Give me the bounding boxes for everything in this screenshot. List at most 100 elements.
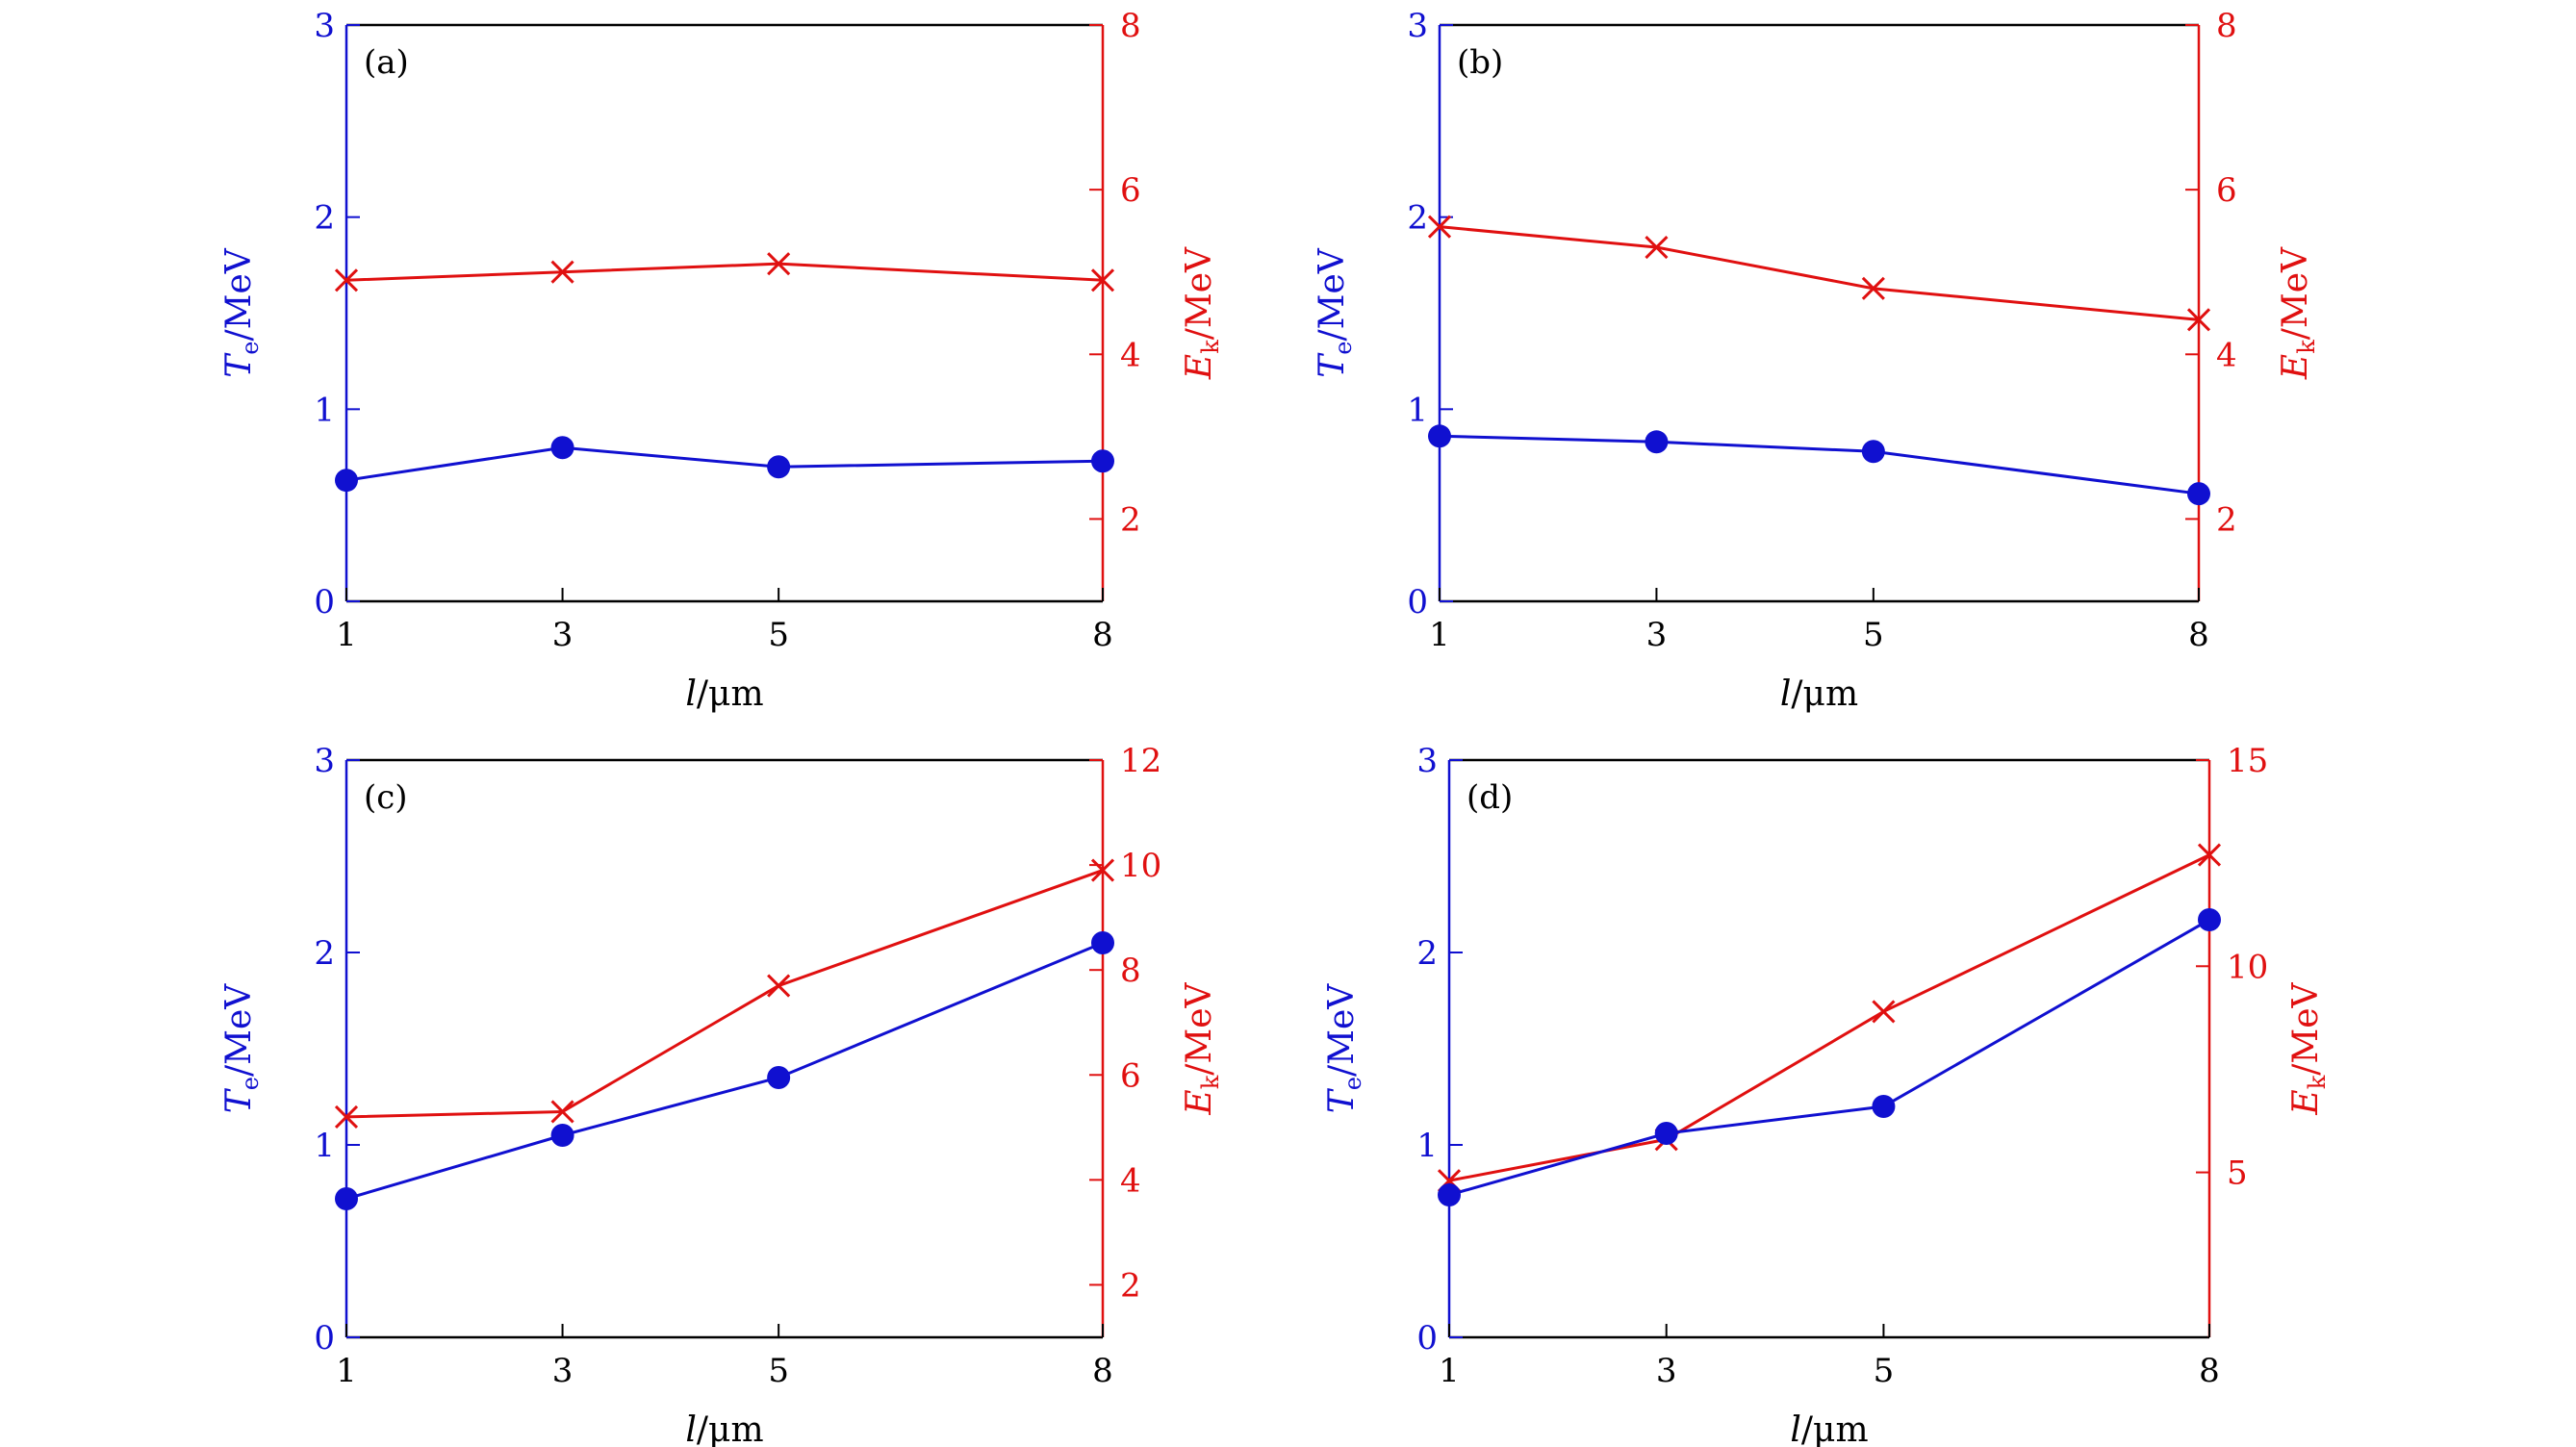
right-y-tick-label: 6 (1120, 171, 1141, 210)
series-line-te (345, 941, 1104, 1201)
data-point-te (335, 469, 358, 493)
right-y-tick-label: 15 (2227, 742, 2268, 780)
right-y-tick-label: 2 (1120, 500, 1141, 539)
left-y-tick-label: 0 (314, 583, 335, 622)
panel-label: (c) (364, 778, 408, 817)
series-line-te (1439, 434, 2200, 495)
data-point-ek (334, 1104, 359, 1129)
right-y-tick-label: 8 (1120, 7, 1141, 45)
data-point-te (1091, 449, 1114, 473)
right-y-axis-title: Ek/MeV (2276, 246, 2320, 380)
x-tick-label: 8 (2188, 616, 2209, 654)
data-point-te (550, 1124, 574, 1147)
right-y-tick-label: 4 (2216, 336, 2237, 374)
series-line-te (1448, 918, 2210, 1197)
series-line-ek (345, 869, 1104, 1119)
x-axis-title: l/μm (685, 1410, 763, 1447)
data-point-ek (767, 974, 791, 998)
left-y-axis-title: Te/MeV (219, 247, 264, 378)
data-point-te (335, 1187, 358, 1210)
right-y-tick-label: 8 (1120, 952, 1141, 990)
left-y-axis-title: Te/MeV (1322, 983, 1366, 1114)
data-point-ek (1872, 1000, 1896, 1024)
x-tick-label: 3 (1656, 1352, 1677, 1390)
right-y-tick-label: 5 (2227, 1155, 2248, 1193)
panel-label: (d) (1467, 778, 1513, 817)
x-tick-label: 8 (2199, 1352, 2220, 1390)
x-tick-label: 5 (768, 1352, 789, 1390)
series-line-te (345, 445, 1104, 482)
data-point-te (2198, 908, 2221, 931)
x-tick-label: 3 (1646, 616, 1668, 654)
right-y-tick-label: 10 (2227, 948, 2268, 986)
right-y-tick-label: 8 (2216, 7, 2237, 45)
panel-label: (a) (364, 43, 409, 82)
x-tick-label: 1 (1429, 616, 1450, 654)
right-y-tick-label: 10 (1120, 847, 1161, 885)
right-y-tick-label: 4 (1120, 336, 1141, 374)
data-point-te (767, 1066, 791, 1089)
x-tick-label: 3 (552, 1352, 574, 1390)
left-y-tick-label: 3 (314, 742, 335, 780)
data-point-te (1428, 424, 1451, 448)
data-point-te (550, 436, 574, 460)
left-y-tick-label: 1 (314, 1127, 335, 1165)
left-y-tick-label: 2 (1416, 934, 1438, 973)
data-point-te (1438, 1183, 1461, 1206)
x-tick-label: 5 (768, 616, 789, 654)
data-point-ek (1861, 276, 1885, 300)
x-tick-label: 1 (1439, 1352, 1460, 1390)
right-y-tick-label: 2 (1120, 1266, 1141, 1305)
series-line-ek (345, 262, 1104, 282)
right-y-axis-title: Ek/MeV (1180, 981, 1224, 1115)
x-axis-title: l/μm (1780, 674, 1858, 714)
left-y-axis-title: Te/MeV (1313, 247, 1357, 378)
x-tick-label: 3 (552, 616, 574, 654)
left-y-tick-label: 1 (1416, 1127, 1438, 1165)
left-y-tick-label: 1 (314, 391, 335, 429)
x-tick-label: 1 (336, 1352, 357, 1390)
data-point-te (767, 455, 791, 479)
data-point-ek (1645, 235, 1669, 260)
data-point-ek (334, 268, 359, 292)
data-point-te (1861, 440, 1885, 464)
series-line-ek (1439, 225, 2200, 321)
data-point-ek (2186, 308, 2211, 332)
left-y-tick-label: 3 (1416, 742, 1438, 780)
data-point-te (2187, 482, 2210, 506)
panel-label: (b) (1457, 43, 1503, 82)
right-y-axis-title: Ek/MeV (2286, 981, 2331, 1115)
left-y-tick-label: 0 (1416, 1319, 1438, 1358)
left-y-tick-label: 1 (1407, 391, 1428, 429)
left-y-axis-title: Te/MeV (219, 983, 264, 1114)
left-y-tick-label: 0 (1407, 583, 1428, 622)
right-y-tick-label: 6 (1120, 1056, 1141, 1095)
left-y-tick-label: 3 (314, 7, 335, 45)
right-y-tick-label: 4 (1120, 1161, 1141, 1200)
x-tick-label: 5 (1863, 616, 1884, 654)
right-y-tick-label: 6 (2216, 171, 2237, 210)
data-point-te (1645, 430, 1669, 454)
x-tick-label: 1 (336, 616, 357, 654)
right-y-tick-label: 12 (1120, 742, 1161, 780)
right-y-axis-title: Ek/MeV (1180, 246, 1224, 380)
left-y-tick-label: 0 (314, 1319, 335, 1358)
data-point-ek (2197, 843, 2222, 867)
data-point-ek (1090, 268, 1115, 292)
series-line-ek (1448, 853, 2210, 1182)
data-point-ek (1427, 215, 1452, 239)
left-y-tick-label: 2 (314, 199, 335, 238)
left-y-tick-label: 3 (1407, 7, 1428, 45)
x-tick-label: 8 (1092, 1352, 1113, 1390)
x-tick-label: 5 (1874, 1352, 1895, 1390)
data-point-ek (550, 1100, 574, 1124)
data-point-ek (767, 252, 791, 276)
right-y-tick-label: 2 (2216, 500, 2237, 539)
left-y-tick-label: 2 (1407, 199, 1428, 238)
data-point-ek (550, 260, 574, 284)
